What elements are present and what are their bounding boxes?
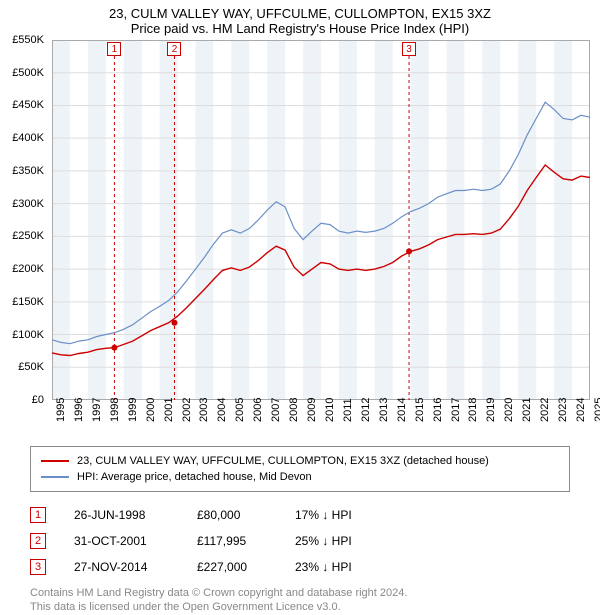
- legend: 23, CULM VALLEY WAY, UFFCULME, CULLOMPTO…: [30, 446, 570, 492]
- x-tick-label: 2004: [216, 398, 228, 422]
- legend-label: HPI: Average price, detached house, Mid …: [77, 471, 312, 483]
- price-chart-container: 23, CULM VALLEY WAY, UFFCULME, CULLOMPTO…: [0, 0, 600, 590]
- y-tick-label: £0: [32, 394, 44, 406]
- x-tick-label: 2003: [198, 398, 210, 422]
- x-tick-label: 1995: [55, 398, 67, 422]
- y-tick-label: £150K: [12, 296, 44, 308]
- y-tick-label: £450K: [12, 99, 44, 111]
- x-tick-label: 2005: [234, 398, 246, 422]
- event-marker-3: 3: [402, 42, 416, 56]
- event-hpi-delta: 25% ↓ HPI: [295, 534, 385, 548]
- x-tick-label: 2017: [450, 398, 462, 422]
- x-tick-label: 2023: [557, 398, 569, 422]
- legend-swatch: [41, 476, 69, 478]
- x-tick-label: 2024: [575, 398, 587, 422]
- x-tick-label: 2012: [360, 398, 372, 422]
- x-tick-label: 2016: [432, 398, 444, 422]
- x-tick-label: 2014: [396, 398, 408, 422]
- x-tick-label: 2001: [163, 398, 175, 422]
- x-tick-label: 2018: [467, 398, 479, 422]
- x-tick-label: 2019: [485, 398, 497, 422]
- y-tick-label: £100K: [12, 329, 44, 341]
- event-price: £80,000: [197, 508, 267, 522]
- event-row: 2 31-OCT-2001 £117,995 25% ↓ HPI: [30, 528, 570, 554]
- x-tick-label: 1997: [91, 398, 103, 422]
- attribution-footer: Contains HM Land Registry data © Crown c…: [30, 586, 570, 615]
- x-tick-label: 2011: [342, 398, 354, 422]
- plot-area: 1 2 3: [52, 40, 590, 400]
- x-tick-label: 2020: [503, 398, 515, 422]
- event-number-badge: 2: [30, 533, 46, 549]
- event-row: 3 27-NOV-2014 £227,000 23% ↓ HPI: [30, 554, 570, 580]
- x-tick-label: 2008: [288, 398, 300, 422]
- x-tick-label: 1999: [127, 398, 139, 422]
- x-tick-label: 2021: [521, 398, 533, 422]
- x-tick-label: 2015: [414, 398, 426, 422]
- line-chart-svg: [52, 40, 590, 400]
- legend-swatch: [41, 460, 69, 462]
- chart-title: 23, CULM VALLEY WAY, UFFCULME, CULLOMPTO…: [0, 0, 600, 21]
- x-tick-label: 2006: [252, 398, 264, 422]
- legend-item: HPI: Average price, detached house, Mid …: [41, 469, 559, 485]
- y-tick-label: £200K: [12, 263, 44, 275]
- x-tick-label: 2022: [539, 398, 551, 422]
- event-marker-1: 1: [107, 42, 121, 56]
- x-tick-label: 1996: [73, 398, 85, 422]
- x-tick-label: 2002: [181, 398, 193, 422]
- chart-subtitle: Price paid vs. HM Land Registry's House …: [0, 21, 600, 40]
- event-date: 31-OCT-2001: [74, 534, 169, 548]
- y-tick-label: £500K: [12, 67, 44, 79]
- x-tick-label: 2013: [378, 398, 390, 422]
- y-axis: £0£50K£100K£150K£200K£250K£300K£350K£400…: [0, 40, 48, 400]
- event-date: 27-NOV-2014: [74, 560, 169, 574]
- event-price: £117,995: [197, 534, 267, 548]
- y-tick-label: £550K: [12, 34, 44, 46]
- y-tick-label: £400K: [12, 132, 44, 144]
- footer-line-2: This data is licensed under the Open Gov…: [30, 600, 570, 614]
- event-number-badge: 3: [30, 559, 46, 575]
- x-axis: 1995 1996 1997 1998 1999 2000 2001 2002 2003 2004…: [52, 400, 590, 440]
- legend-label: 23, CULM VALLEY WAY, UFFCULME, CULLOMPTO…: [77, 455, 489, 467]
- x-tick-label: 2000: [145, 398, 157, 422]
- x-tick-label: 2010: [324, 398, 336, 422]
- event-number-badge: 1: [30, 507, 46, 523]
- y-tick-label: £250K: [12, 230, 44, 242]
- y-tick-label: £50K: [18, 361, 44, 373]
- event-price: £227,000: [197, 560, 267, 574]
- x-tick-label: 1998: [109, 398, 121, 422]
- footer-line-1: Contains HM Land Registry data © Crown c…: [30, 586, 570, 600]
- event-row: 1 26-JUN-1998 £80,000 17% ↓ HPI: [30, 502, 570, 528]
- y-tick-label: £350K: [12, 165, 44, 177]
- event-hpi-delta: 23% ↓ HPI: [295, 560, 385, 574]
- events-table: 1 26-JUN-1998 £80,000 17% ↓ HPI 2 31-OCT-2001…: [30, 502, 570, 580]
- x-tick-label: 2009: [306, 398, 318, 422]
- y-tick-label: £300K: [12, 198, 44, 210]
- event-date: 26-JUN-1998: [74, 508, 169, 522]
- event-marker-2: 2: [167, 42, 181, 56]
- x-tick-label: 2007: [270, 398, 282, 422]
- event-hpi-delta: 17% ↓ HPI: [295, 508, 385, 522]
- x-tick-label: 2025: [593, 398, 600, 422]
- legend-item: 23, CULM VALLEY WAY, UFFCULME, CULLOMPTO…: [41, 453, 559, 469]
